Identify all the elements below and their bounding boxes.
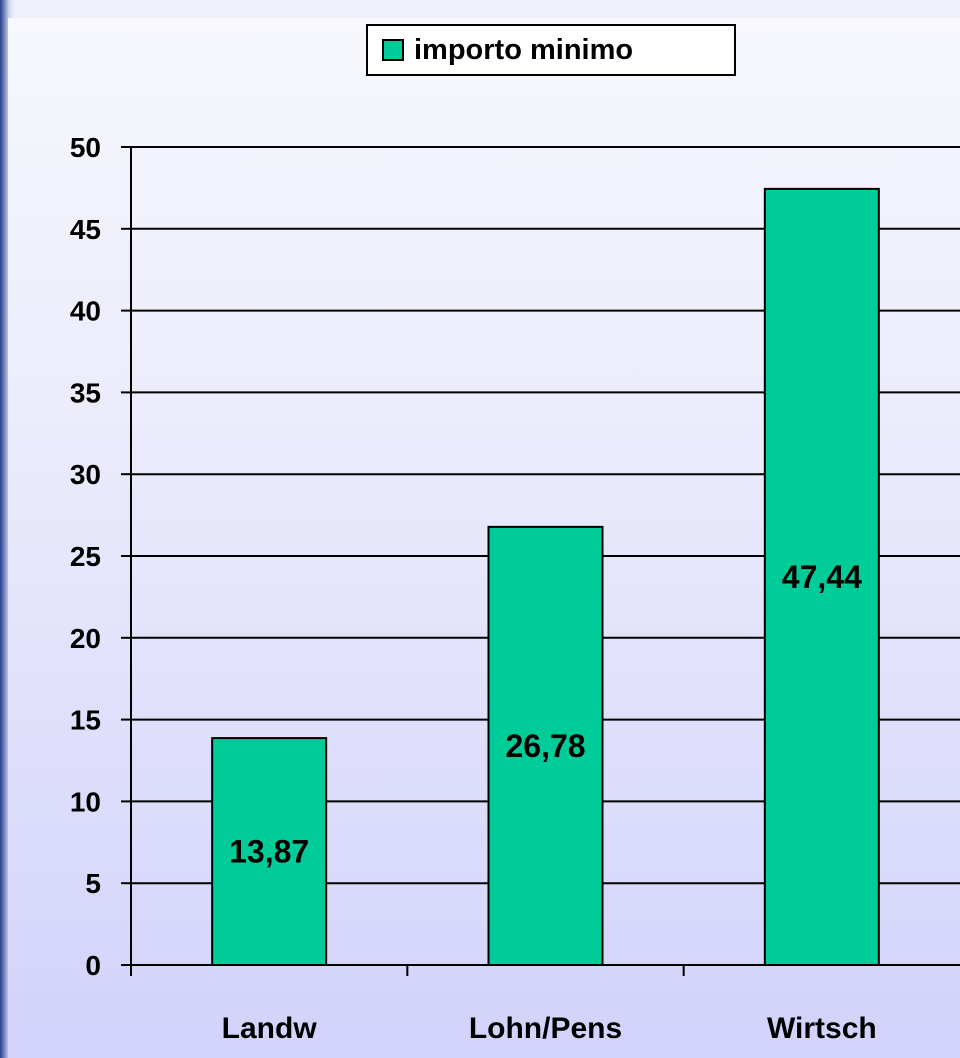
y-tick-label: 10 [70, 786, 101, 817]
legend-swatch [382, 39, 404, 61]
y-tick-label: 0 [85, 950, 101, 981]
y-tick-label: 15 [70, 705, 101, 736]
data-label: 26,78 [505, 728, 585, 764]
x-tick-label: Lohn/Pens [469, 1012, 622, 1045]
bar [763, 187, 880, 967]
data-label: 13,87 [229, 834, 309, 870]
y-tick-label: 20 [70, 623, 101, 654]
y-tick-label: 5 [85, 868, 101, 899]
legend-label: importo minimo [414, 33, 634, 66]
x-tick-label: Landw [222, 1012, 318, 1045]
legend: importo minimo [366, 24, 736, 76]
x-tick-label: Wirtsch [767, 1012, 877, 1045]
y-tick-label: 50 [70, 132, 101, 163]
bar [211, 737, 328, 966]
y-tick-label: 45 [70, 214, 101, 245]
y-tick-label: 30 [70, 459, 101, 490]
y-tick-label: 40 [70, 296, 101, 327]
y-tick-label: 35 [70, 377, 101, 408]
y-tick-label: 25 [70, 541, 101, 572]
bar [487, 525, 604, 966]
data-label: 47,44 [782, 559, 862, 595]
